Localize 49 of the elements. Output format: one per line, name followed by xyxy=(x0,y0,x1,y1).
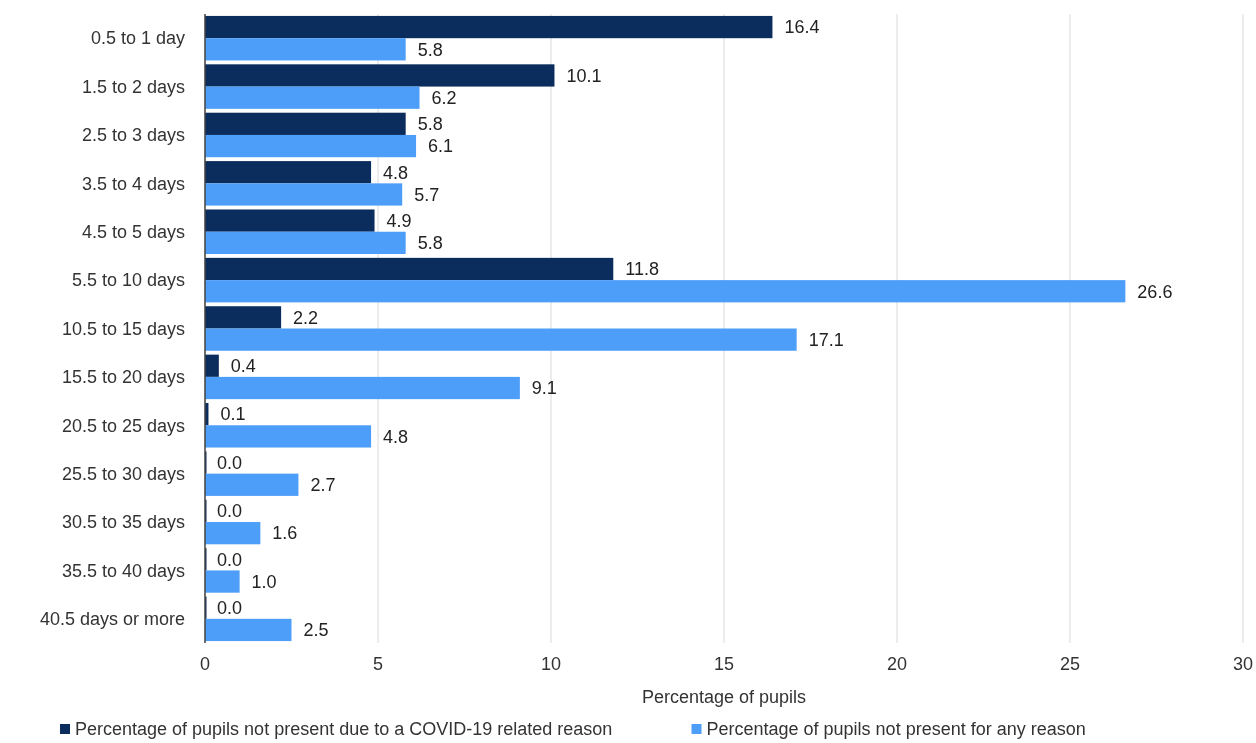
y-tick-label: 10.5 to 15 days xyxy=(61,318,185,339)
y-tick-label: 35.5 to 40 days xyxy=(61,560,185,581)
data-label: 6.1 xyxy=(428,136,454,157)
legend-label: Percentage of pupils not present for any reason xyxy=(706,719,1086,740)
x-axis-title: Percentage of pupils xyxy=(641,687,807,707)
y-tick-label: 4.5 to 5 days xyxy=(81,222,185,243)
data-label: 6.2 xyxy=(431,88,457,109)
y-tick-label: 30.5 to 35 days xyxy=(61,512,185,533)
data-label: 10.1 xyxy=(566,65,602,86)
legend-label: Percentage of pupils not present due to a COVID-19 related reason xyxy=(75,719,613,740)
data-label: 0.0 xyxy=(217,597,243,618)
data-label: 17.1 xyxy=(808,329,844,350)
data-label: 9.1 xyxy=(531,378,557,399)
data-label: 1.0 xyxy=(251,571,277,592)
data-label: 2.5 xyxy=(303,620,329,641)
y-tick-label: 25.5 to 30 days xyxy=(61,463,185,484)
y-tick-label: 20.5 to 25 days xyxy=(61,415,185,436)
x-tick-label: 10 xyxy=(540,654,562,674)
x-tick-label: 0 xyxy=(199,654,211,674)
data-label: 5.7 xyxy=(414,184,440,205)
x-tick-label: 30 xyxy=(1232,654,1254,674)
data-label: 1.6 xyxy=(272,523,298,544)
data-label: 26.6 xyxy=(1137,281,1173,302)
x-tick-label: 15 xyxy=(713,654,735,674)
data-label: 0.0 xyxy=(217,549,243,570)
data-label: 2.7 xyxy=(310,475,336,496)
y-tick-label: 1.5 to 2 days xyxy=(81,76,185,97)
data-label: 11.8 xyxy=(625,259,659,280)
data-label: 4.9 xyxy=(386,210,412,231)
data-label: 0.4 xyxy=(230,356,256,377)
data-label: 2.2 xyxy=(293,307,319,328)
data-label: 16.4 xyxy=(784,17,820,38)
data-label: 4.8 xyxy=(383,426,409,447)
y-tick-label: 15.5 to 20 days xyxy=(61,367,185,388)
x-tick-label: 25 xyxy=(1059,654,1081,674)
data-label: 5.8 xyxy=(417,39,443,60)
data-label: 5.8 xyxy=(417,114,443,135)
x-tick-label: 5 xyxy=(372,654,384,674)
x-tick-label: 20 xyxy=(886,654,908,674)
y-tick-label: 5.5 to 10 days xyxy=(71,270,185,291)
data-label: 0.1 xyxy=(220,404,246,425)
y-tick-label: 0.5 to 1 day xyxy=(90,28,185,49)
y-tick-label: 40.5 days or more xyxy=(39,609,185,630)
data-label: 5.8 xyxy=(417,233,443,254)
y-tick-label: 2.5 to 3 days xyxy=(81,125,185,146)
data-label: 4.8 xyxy=(383,162,409,183)
data-label: 0.0 xyxy=(217,452,243,473)
y-tick-label: 3.5 to 4 days xyxy=(81,173,185,194)
data-label: 0.0 xyxy=(217,501,243,522)
